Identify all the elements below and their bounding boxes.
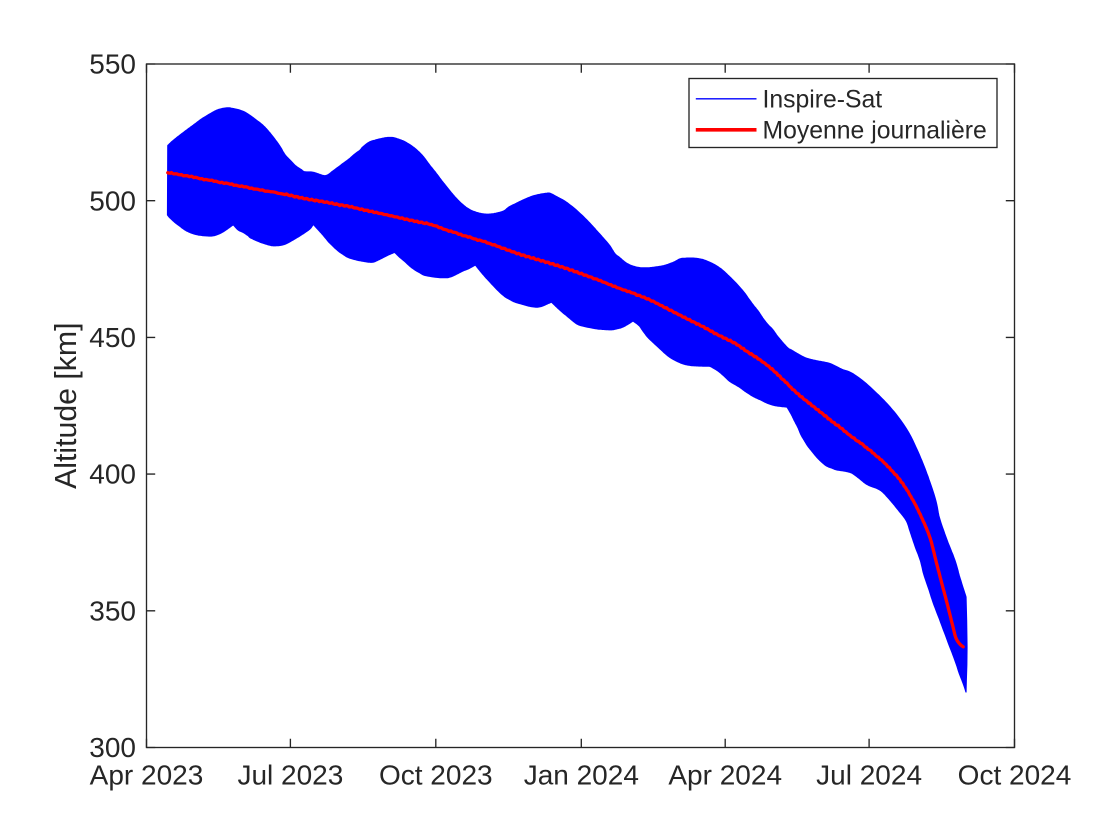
svg-text:Jul 2024: Jul 2024 [816,760,922,791]
svg-text:Apr 2023: Apr 2023 [90,760,204,791]
svg-text:Oct 2023: Oct 2023 [379,760,493,791]
svg-text:300: 300 [89,732,136,763]
svg-text:Apr 2024: Apr 2024 [668,760,782,791]
svg-text:Jan 2024: Jan 2024 [524,760,639,791]
svg-text:Moyenne journalière: Moyenne journalière [763,117,987,144]
svg-text:Altitude [km]: Altitude [km] [50,322,83,488]
svg-text:Inspire-Sat: Inspire-Sat [763,86,883,113]
svg-text:Oct 2024: Oct 2024 [958,760,1072,791]
svg-text:350: 350 [89,595,136,626]
svg-text:450: 450 [89,322,136,353]
svg-text:400: 400 [89,459,136,490]
svg-text:550: 550 [89,49,136,80]
svg-text:500: 500 [89,185,136,216]
svg-text:Jul 2023: Jul 2023 [237,760,343,791]
